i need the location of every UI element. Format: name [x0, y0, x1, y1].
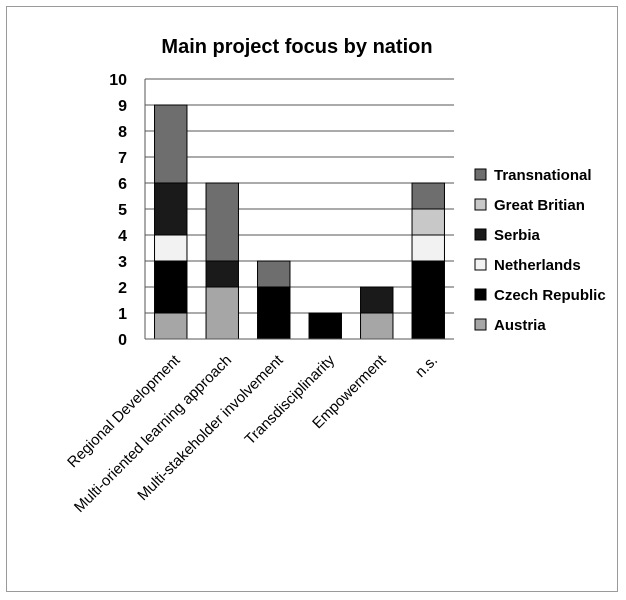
legend-swatch-great-britian — [474, 198, 487, 211]
bar-segment-czech-republic — [154, 260, 188, 314]
bar-segment-netherlands — [411, 234, 445, 262]
bar-segment-great-britian — [411, 208, 445, 236]
y-tick-label: 2 — [118, 280, 127, 297]
legend-swatch-czech-republic — [474, 288, 487, 301]
bar-segment-netherlands — [154, 234, 188, 262]
chart-title: Main project focus by nation — [161, 36, 432, 58]
y-tick-label: 3 — [118, 254, 127, 271]
legend-swatch-austria — [474, 318, 487, 331]
y-axis-tick-labels: 0 1 2 3 4 5 6 7 8 9 10 — [109, 72, 127, 349]
legend-label-great-britian: Great Britian — [494, 197, 585, 214]
y-tick-label: 10 — [109, 72, 127, 89]
legend-label-netherlands: Netherlands — [494, 257, 581, 274]
bar-segment-transnational — [205, 182, 239, 262]
bar-segment-austria — [154, 312, 188, 340]
y-tick-label: 1 — [118, 306, 127, 323]
y-tick-label: 0 — [118, 332, 127, 349]
bar-segment-austria — [360, 312, 394, 340]
y-tick-label: 6 — [118, 176, 127, 193]
x-category-label: Transdisciplinarity — [242, 351, 339, 448]
bar-segment-serbia — [205, 260, 239, 288]
legend-label-czech-republic: Czech Republic — [494, 287, 606, 304]
bar-segment-serbia — [154, 182, 188, 236]
y-tick-label: 4 — [118, 228, 127, 245]
legend-swatch-serbia — [474, 228, 487, 241]
bar-segment-czech-republic — [411, 260, 445, 340]
axes — [144, 79, 454, 340]
bar-segment-transnational — [154, 104, 188, 184]
legend-swatch-transnational — [474, 168, 487, 181]
y-tick-label: 8 — [118, 124, 127, 141]
legend-label-austria: Austria — [494, 317, 546, 334]
chart-frame: Main project focus by nation 0 1 2 3 4 5 6 7 8 9 1… — [6, 6, 618, 592]
bar-segment-transnational — [411, 182, 445, 210]
bar-segment-czech-republic — [308, 312, 342, 340]
y-tick-label: 9 — [118, 98, 127, 115]
legend-label-serbia: Serbia — [494, 227, 541, 244]
bar-segment-austria — [205, 286, 239, 340]
y-tick-label: 5 — [118, 202, 127, 219]
y-tick-label: 7 — [118, 150, 127, 167]
legend-swatch-netherlands — [474, 258, 487, 271]
legend: Transnational Great Britian Serbia Netherla… — [474, 167, 606, 334]
bar-segment-czech-republic — [257, 286, 291, 340]
bars — [154, 104, 445, 340]
gridlines — [145, 78, 454, 314]
bar-segment-serbia — [360, 286, 394, 314]
x-category-label: n.s. — [412, 352, 441, 381]
stacked-bar-chart: Main project focus by nation 0 1 2 3 4 5 6 7 8 9 1… — [64, 36, 606, 516]
bar-segment-transnational — [257, 260, 291, 288]
legend-label-transnational: Transnational — [494, 167, 592, 184]
